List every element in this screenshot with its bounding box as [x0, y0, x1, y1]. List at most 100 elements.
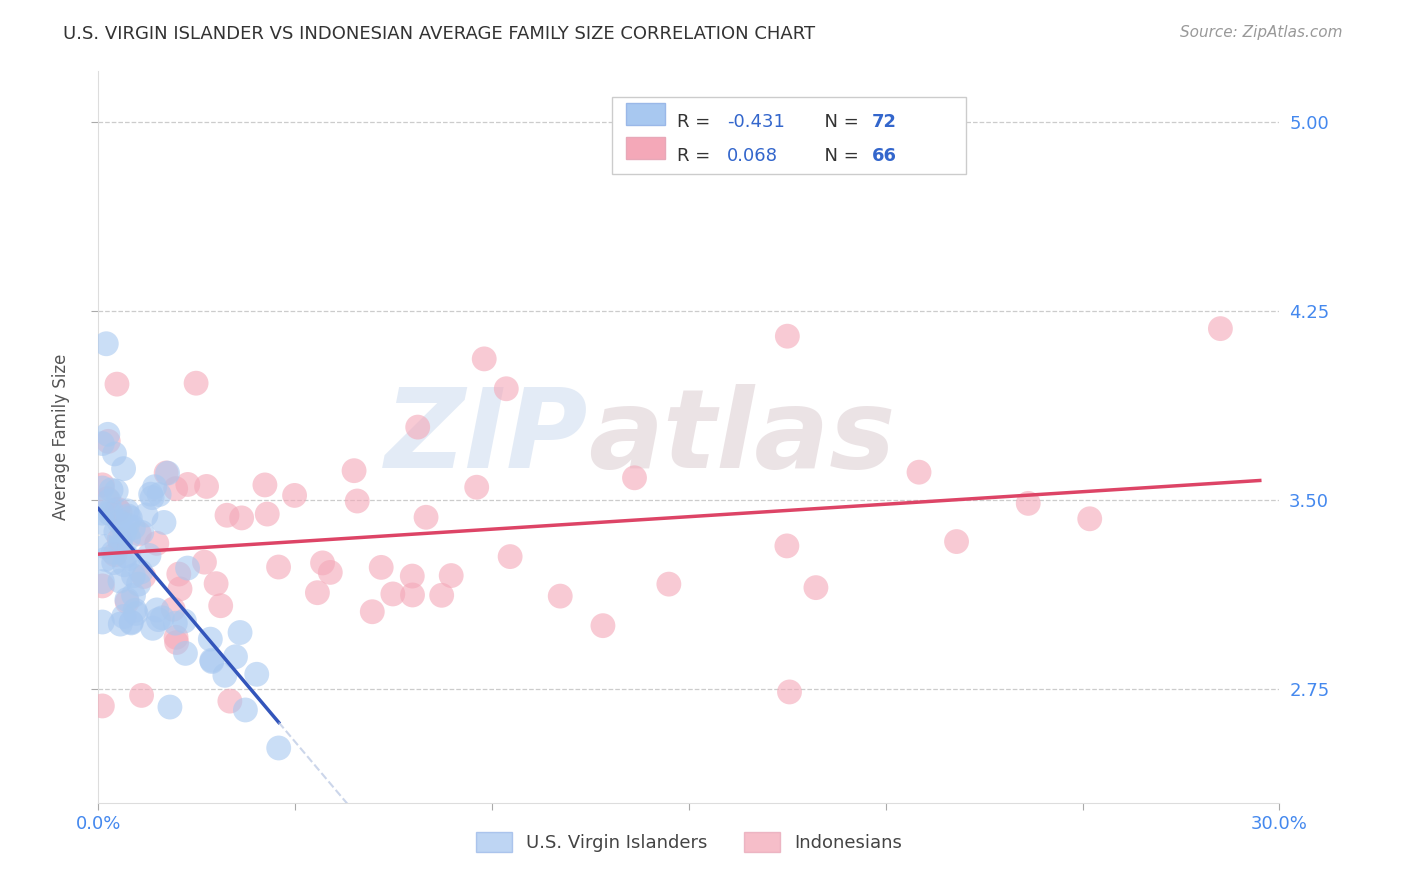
Text: 0.068: 0.068 — [727, 146, 778, 165]
Text: ZIP: ZIP — [385, 384, 589, 491]
Text: Source: ZipAtlas.com: Source: ZipAtlas.com — [1180, 25, 1343, 40]
Point — [94, 540, 117, 554]
Point — [122, 521, 145, 535]
Point — [159, 700, 181, 714]
Point — [495, 382, 517, 396]
Point — [215, 508, 238, 523]
Point — [195, 479, 218, 493]
Point — [776, 329, 799, 343]
Point — [96, 336, 118, 351]
Point — [97, 434, 120, 449]
Point — [110, 538, 132, 552]
Point — [112, 609, 135, 624]
Point — [103, 545, 125, 559]
Point — [209, 599, 232, 613]
Point — [174, 646, 197, 660]
Point — [91, 698, 114, 713]
Point — [804, 581, 827, 595]
Point — [184, 376, 207, 391]
Point — [1078, 512, 1101, 526]
Point — [430, 588, 453, 602]
Point — [148, 613, 170, 627]
Point — [142, 621, 165, 635]
Text: U.S. VIRGIN ISLANDER VS INDONESIAN AVERAGE FAMILY SIZE CORRELATION CHART: U.S. VIRGIN ISLANDER VS INDONESIAN AVERA… — [63, 25, 815, 43]
Point — [117, 508, 139, 523]
Point — [91, 615, 114, 629]
Point — [465, 480, 488, 494]
Point — [246, 667, 269, 681]
Point — [138, 549, 160, 563]
Point — [166, 635, 188, 649]
Text: N =: N = — [813, 146, 865, 165]
Point — [319, 566, 342, 580]
Point — [115, 504, 138, 518]
Point — [165, 482, 187, 496]
Point — [112, 461, 135, 475]
Point — [103, 556, 125, 570]
Legend: U.S. Virgin Islanders, Indonesians: U.S. Virgin Islanders, Indonesians — [468, 824, 910, 860]
Point — [218, 694, 240, 708]
Point — [169, 582, 191, 596]
Text: R =: R = — [678, 113, 716, 131]
Point — [122, 569, 145, 583]
Point — [267, 741, 290, 756]
Point — [177, 477, 200, 491]
Point — [124, 603, 146, 617]
Point — [1209, 321, 1232, 335]
Point — [231, 511, 253, 525]
Point — [104, 548, 127, 562]
Point — [110, 617, 132, 632]
Point — [120, 615, 142, 629]
Point — [112, 558, 135, 572]
Point — [658, 577, 681, 591]
Point — [623, 471, 645, 485]
Point — [98, 507, 121, 521]
Point — [200, 632, 222, 647]
Point — [256, 507, 278, 521]
Point — [97, 427, 120, 442]
Point — [122, 588, 145, 602]
Point — [201, 655, 224, 669]
Point — [148, 487, 170, 501]
Point — [361, 605, 384, 619]
Text: 72: 72 — [872, 113, 897, 131]
Point — [125, 607, 148, 621]
Text: 66: 66 — [872, 146, 897, 165]
Point — [104, 524, 127, 539]
Point — [103, 447, 125, 461]
Point — [139, 487, 162, 501]
Point — [105, 377, 128, 392]
Point — [346, 494, 368, 508]
Point — [370, 560, 392, 574]
Point — [107, 502, 129, 516]
Point — [776, 539, 799, 553]
Point — [472, 351, 495, 366]
Point — [592, 618, 614, 632]
Point — [117, 518, 139, 533]
Point — [120, 511, 142, 525]
Point — [115, 592, 138, 607]
Point — [146, 603, 169, 617]
Point — [91, 436, 114, 450]
Point — [114, 549, 136, 563]
Point — [155, 466, 177, 480]
Point — [908, 465, 931, 479]
Point — [96, 491, 118, 506]
Point — [131, 689, 153, 703]
Point — [100, 503, 122, 517]
Point — [128, 577, 150, 591]
Text: R =: R = — [678, 146, 716, 165]
Point — [108, 505, 131, 519]
Point — [120, 615, 142, 630]
Point — [150, 611, 173, 625]
Point — [110, 532, 132, 546]
Point — [229, 625, 252, 640]
Point — [1017, 496, 1039, 510]
Point — [205, 576, 228, 591]
Point — [108, 515, 131, 529]
Point — [105, 484, 128, 499]
Point — [779, 685, 801, 699]
Point — [381, 587, 404, 601]
Point — [129, 565, 152, 579]
Point — [548, 589, 571, 603]
